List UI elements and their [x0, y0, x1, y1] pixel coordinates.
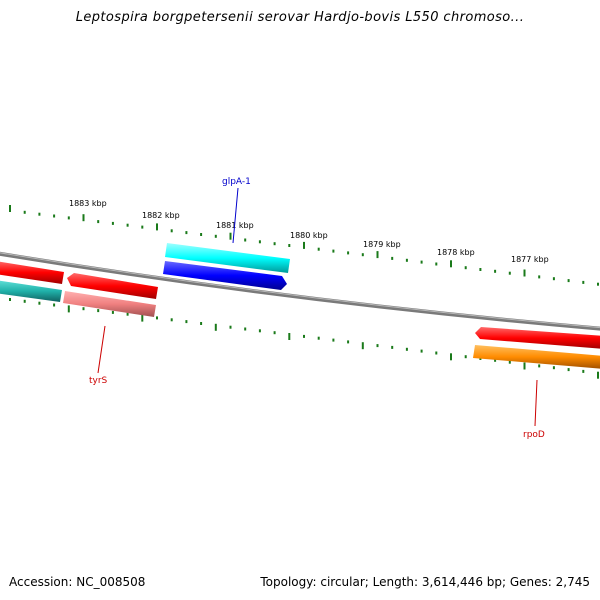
genome-backbone	[0, 251, 600, 331]
gene-feature-red-right[interactable]	[475, 327, 600, 349]
gene-label-tyrS[interactable]: tyrS	[89, 376, 108, 386]
glpA-leader-line	[232, 187, 239, 244]
gene-label-rpoD[interactable]: rpoD	[523, 430, 545, 440]
gene-feature-glpA-1[interactable]	[163, 261, 287, 290]
tick-label-1879: 1879 kbp	[363, 240, 401, 249]
gene-feature-cyan-glpA[interactable]	[165, 243, 290, 273]
accession-label: Accession: NC_008508	[9, 575, 146, 589]
gene-feature-rpoD[interactable]	[473, 345, 600, 369]
gene-feature-tyrS[interactable]	[63, 291, 156, 317]
tyrS-leader-line	[97, 325, 106, 374]
gene-feature-teal-left[interactable]	[0, 280, 62, 302]
genome-backbone-highlight	[0, 252, 600, 329]
tick-label-1880: 1880 kbp	[290, 231, 328, 240]
genome-summary: Topology: circular; Length: 3,614,446 bp…	[260, 575, 590, 589]
rpoD-leader-line	[534, 379, 538, 427]
tick-label-1882: 1882 kbp	[142, 211, 180, 220]
lower-tick-ruler	[9, 298, 599, 379]
gene-feature-red-left[interactable]	[0, 261, 64, 284]
tick-label-1883: 1883 kbp	[69, 199, 107, 208]
map-title: Leptospira borgpetersenii serovar Hardjo…	[75, 10, 525, 25]
gene-feature-red-tyrS-neighbor[interactable]	[67, 273, 158, 299]
tick-label-1878: 1878 kbp	[437, 248, 475, 257]
upper-tick-ruler	[9, 205, 599, 286]
gene-label-glpA-1[interactable]: glpA-1	[222, 177, 251, 187]
tick-label-1877: 1877 kbp	[511, 255, 549, 264]
